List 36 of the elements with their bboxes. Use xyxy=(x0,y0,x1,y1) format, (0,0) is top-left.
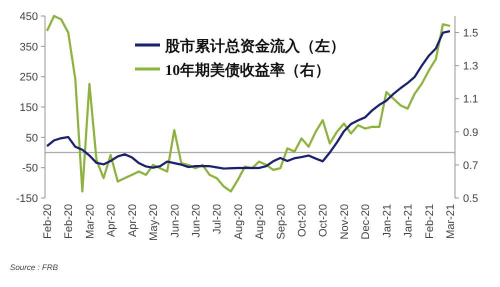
x-tick-label: Jul-20 xyxy=(212,204,224,234)
y2-tick-label: 1.5 xyxy=(463,28,478,40)
source-note: Source : FRB xyxy=(10,263,59,272)
y2-tick-label: 1.3 xyxy=(463,60,478,73)
x-tick-label: Jun-20 xyxy=(190,204,202,238)
x-tick-label: Oct-20 xyxy=(318,204,330,238)
legend-label: 股市累计总资金流入（左） xyxy=(164,37,345,55)
y2-tick-label: 0.5 xyxy=(463,193,478,205)
x-tick-label: Mar-21 xyxy=(445,204,457,239)
x-tick-label: Feb-20 xyxy=(63,204,76,239)
y-tick-label: 450 xyxy=(20,11,38,23)
x-tick-label: Feb-20 xyxy=(42,204,54,239)
y-tick-label: 250 xyxy=(20,72,38,84)
x-tick-label: Jun-20 xyxy=(169,204,182,238)
y2-tick-label: 0.9 xyxy=(463,126,478,139)
y2-tick-label: 0.7 xyxy=(463,160,478,172)
x-tick-label: Aug-20 xyxy=(254,204,266,240)
legend-label: 10年期美债收益率（右） xyxy=(165,61,330,79)
x-tick-label: Feb-21 xyxy=(424,204,436,239)
y-tick-label: 350 xyxy=(20,41,38,54)
x-tick-label: Jan-21 xyxy=(381,204,394,238)
x-tick-label: Dec-20 xyxy=(360,204,372,240)
x-tick-label: Mar-20 xyxy=(84,204,96,239)
x-tick-label: Apr-20 xyxy=(126,204,139,238)
x-tick-label: May-20 xyxy=(148,204,160,241)
x-tick-label: Jan-21 xyxy=(402,204,415,238)
y-tick-label: 150 xyxy=(20,102,38,114)
x-tick-label: Aug-20 xyxy=(232,204,245,240)
x-tick-label: Sep-20 xyxy=(275,204,288,240)
x-tick-label: Oct-20 xyxy=(296,204,309,238)
y2-tick-label: 1.1 xyxy=(463,94,478,106)
y-tick-label: -50 xyxy=(22,162,38,175)
x-tick-label: Nov-20 xyxy=(338,204,351,240)
y-tick-label: 50 xyxy=(26,132,38,144)
y-tick-label: -150 xyxy=(16,193,38,205)
x-tick-label: Apr-20 xyxy=(106,204,118,238)
